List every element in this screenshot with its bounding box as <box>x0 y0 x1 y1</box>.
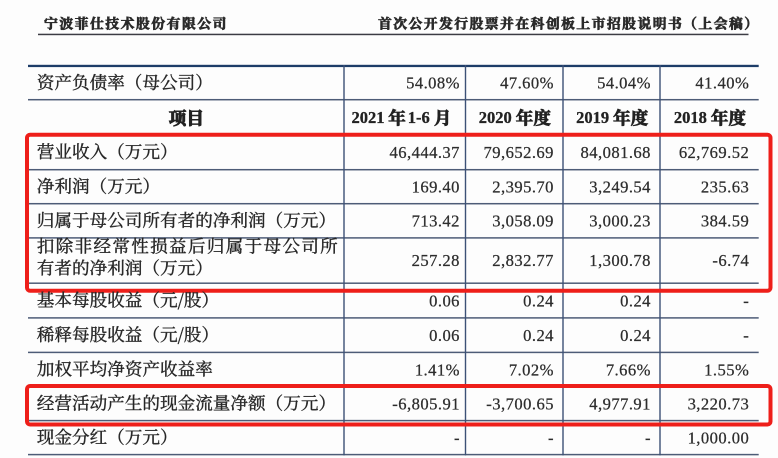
svg-text:3,249.54: 3,249.54 <box>589 178 651 197</box>
svg-text:54.08%: 54.08% <box>406 74 460 93</box>
svg-text:0.24: 0.24 <box>523 291 554 310</box>
svg-text:2021: 2021 <box>352 108 385 127</box>
svg-text:84,081.68: 84,081.68 <box>581 143 651 162</box>
svg-text:1.55%: 1.55% <box>704 360 749 379</box>
svg-text:-: - <box>743 326 749 345</box>
svg-text:54.04%: 54.04% <box>597 74 651 93</box>
svg-text:-6,805.91: -6,805.91 <box>392 394 460 413</box>
svg-text:169.40: 169.40 <box>412 178 460 197</box>
svg-text:79,652.69: 79,652.69 <box>484 143 554 162</box>
svg-text:0.24: 0.24 <box>523 326 554 345</box>
svg-text:2,832.77: 2,832.77 <box>492 251 554 270</box>
svg-text:-: - <box>548 428 554 447</box>
svg-text:4,977.91: 4,977.91 <box>589 394 651 413</box>
svg-text:7.02%: 7.02% <box>509 360 554 379</box>
svg-text:3,000.23: 3,000.23 <box>589 212 651 231</box>
svg-text:0.24: 0.24 <box>620 291 651 310</box>
svg-text:2020: 2020 <box>479 108 512 127</box>
svg-text:46,444.37: 46,444.37 <box>390 143 460 162</box>
svg-text:-3,700.65: -3,700.65 <box>486 394 554 413</box>
svg-text:1,300.78: 1,300.78 <box>589 251 651 270</box>
svg-text:-: - <box>454 428 460 447</box>
svg-text:1-6: 1-6 <box>408 108 430 127</box>
svg-text:3,220.73: 3,220.73 <box>688 394 750 413</box>
svg-text:257.28: 257.28 <box>412 251 460 270</box>
svg-text:2019: 2019 <box>576 108 609 127</box>
svg-text:2018: 2018 <box>674 108 707 127</box>
svg-text:47.60%: 47.60% <box>500 74 554 93</box>
svg-text:-: - <box>645 428 651 447</box>
svg-text:-6.74: -6.74 <box>712 251 749 270</box>
svg-text:3,058.09: 3,058.09 <box>492 212 554 231</box>
svg-text:235.63: 235.63 <box>701 178 749 197</box>
svg-text:1.41%: 1.41% <box>415 360 460 379</box>
svg-text:0.24: 0.24 <box>620 326 651 345</box>
svg-text:-: - <box>743 291 749 310</box>
svg-text:0.06: 0.06 <box>429 326 460 345</box>
svg-text:2,395.70: 2,395.70 <box>492 178 554 197</box>
svg-text:0.06: 0.06 <box>429 291 460 310</box>
svg-text:7.66%: 7.66% <box>606 360 651 379</box>
svg-text:62,769.52: 62,769.52 <box>679 143 749 162</box>
svg-text:1,000.00: 1,000.00 <box>688 428 750 447</box>
svg-text:41.40%: 41.40% <box>695 74 749 93</box>
svg-text:713.42: 713.42 <box>412 212 460 231</box>
svg-text:384.59: 384.59 <box>701 212 749 231</box>
